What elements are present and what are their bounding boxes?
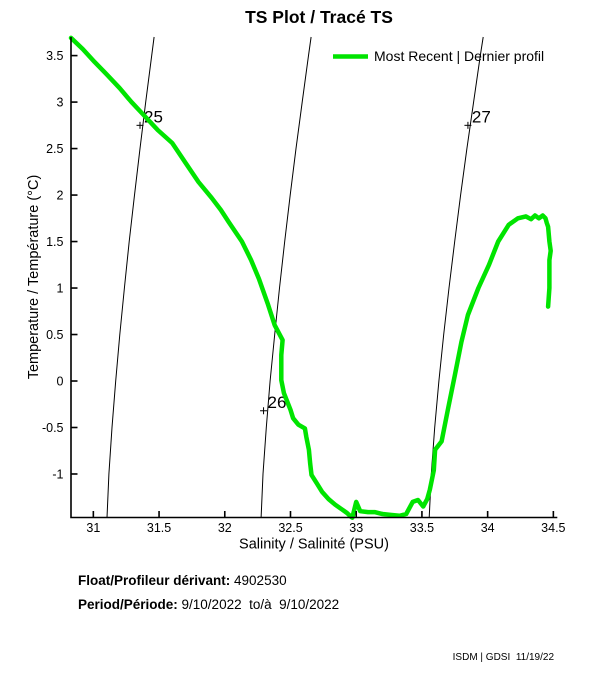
x-tick-label: 31 <box>86 521 100 535</box>
period-line: Period/Période: 9/10/2022 to/à 9/10/2022 <box>78 593 339 617</box>
y-tick-label: 3.5 <box>46 49 63 63</box>
legend-label: Most Recent | Dernier profil <box>374 48 544 64</box>
float-id-label: Float/Profileur dérivant: <box>78 573 231 588</box>
isopycnal-line-27 <box>428 36 484 518</box>
chart-title: TS Plot / Tracé TS <box>245 7 393 27</box>
y-tick-label: -0.5 <box>42 421 64 435</box>
footer-info: Float/Profileur dérivant: 4902530 Period… <box>78 569 339 616</box>
float-id-value: 4902530 <box>230 573 287 588</box>
x-tick-label: 34 <box>481 521 495 535</box>
contour-label-27: 27 <box>472 107 491 126</box>
y-tick-label: 2 <box>57 189 64 203</box>
y-tick-label: 2.5 <box>46 142 63 156</box>
y-tick-label: 1 <box>57 282 64 296</box>
period-label: Period/Période: <box>78 596 178 612</box>
y-tick-label: 0 <box>57 375 64 389</box>
y-tick-label: 3 <box>57 96 64 110</box>
x-tick-label: 33.5 <box>410 521 434 535</box>
credit-text: ISDM | GDSI 11/19/22 <box>452 652 554 663</box>
isopycnal-line-26 <box>260 36 312 518</box>
y-axis-label: Temperature / Température (°C) <box>26 175 42 380</box>
period-value: 9/10/2022 to/à 9/10/2022 <box>177 596 340 612</box>
float-id-line: Float/Profileur dérivant: 4902530 <box>78 569 339 593</box>
x-tick-label: 32 <box>218 521 232 535</box>
x-axis-label: Salinity / Salinité (PSU) <box>239 537 389 553</box>
isopycnal-line-25 <box>106 36 155 518</box>
y-tick-label: -1 <box>52 467 63 481</box>
contour-label-26: 26 <box>268 393 287 412</box>
x-tick-label: 34.5 <box>541 521 565 535</box>
axes-frame <box>70 37 558 519</box>
x-tick-label: 33 <box>349 521 363 535</box>
y-tick-label: 1.5 <box>46 235 63 249</box>
x-tick-label: 31.5 <box>147 521 171 535</box>
legend: Most Recent | Dernier profil <box>333 48 544 64</box>
x-tick-label: 32.5 <box>278 521 302 535</box>
y-tick-label: 0.5 <box>46 328 63 342</box>
